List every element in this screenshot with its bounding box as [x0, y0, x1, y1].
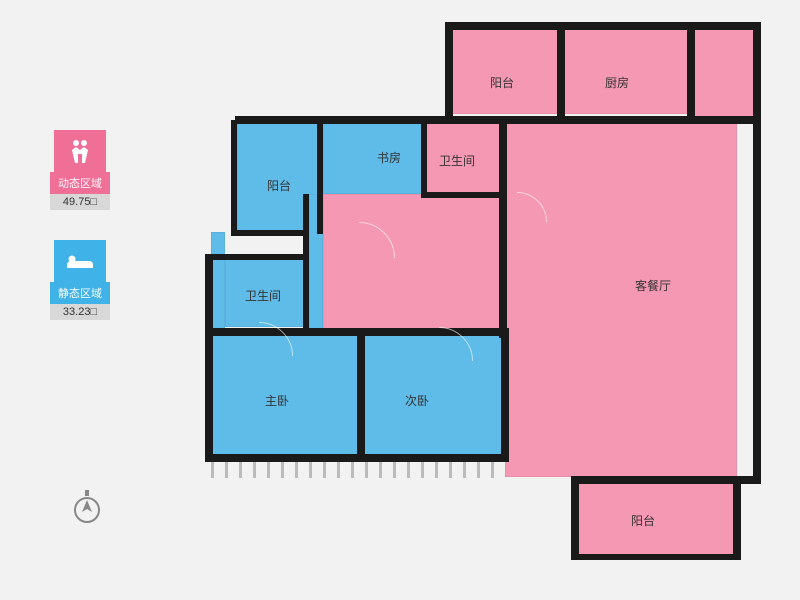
wall-15 — [231, 230, 309, 236]
wall-4 — [753, 22, 761, 480]
wall-12 — [303, 194, 309, 332]
room-living — [505, 117, 737, 477]
wall-11 — [205, 254, 309, 260]
wall-17 — [499, 120, 507, 338]
wall-20 — [571, 476, 579, 560]
legend-dynamic-value: 49.75□ — [50, 194, 110, 210]
legend-static: 静态区域 33.23□ — [50, 240, 110, 320]
balcony-rail — [211, 462, 505, 478]
wall-13 — [317, 120, 323, 234]
wall-2 — [557, 22, 565, 120]
wall-8 — [501, 330, 509, 458]
wall-9 — [357, 330, 365, 458]
wall-21 — [733, 476, 741, 560]
room-static-strip — [211, 232, 225, 332]
wall-0 — [235, 116, 759, 124]
legend-dynamic: 动态区域 49.75□ — [50, 130, 110, 210]
room-hall — [323, 194, 503, 334]
room-bath-left — [225, 257, 307, 327]
wall-14 — [231, 120, 237, 234]
wall-5 — [445, 22, 761, 30]
room-bath-top — [425, 122, 503, 194]
legend-static-value: 33.23□ — [50, 304, 110, 320]
legend-static-title: 静态区域 — [50, 282, 110, 304]
legend-dynamic-title: 动态区域 — [50, 172, 110, 194]
room-balcony-bottom — [577, 480, 737, 558]
wall-10 — [205, 254, 213, 460]
legend: 动态区域 49.75□ 静态区域 33.23□ — [50, 130, 110, 350]
floorplan: 阳台厨房卫生间书房阳台卫生间客餐厅主卧次卧阳台 — [205, 22, 765, 562]
wall-1 — [445, 22, 453, 120]
room-balcony-top — [449, 22, 559, 114]
room-kitchen — [563, 22, 691, 114]
people-icon — [54, 130, 106, 172]
wall-16 — [421, 120, 427, 196]
wall-18 — [421, 192, 505, 198]
wall-3 — [687, 22, 695, 120]
room-study — [323, 122, 423, 194]
room-second — [363, 332, 503, 457]
room-living-ext — [691, 22, 759, 122]
wall-22 — [571, 554, 741, 560]
sleep-icon — [54, 240, 106, 282]
compass-icon — [72, 490, 102, 529]
